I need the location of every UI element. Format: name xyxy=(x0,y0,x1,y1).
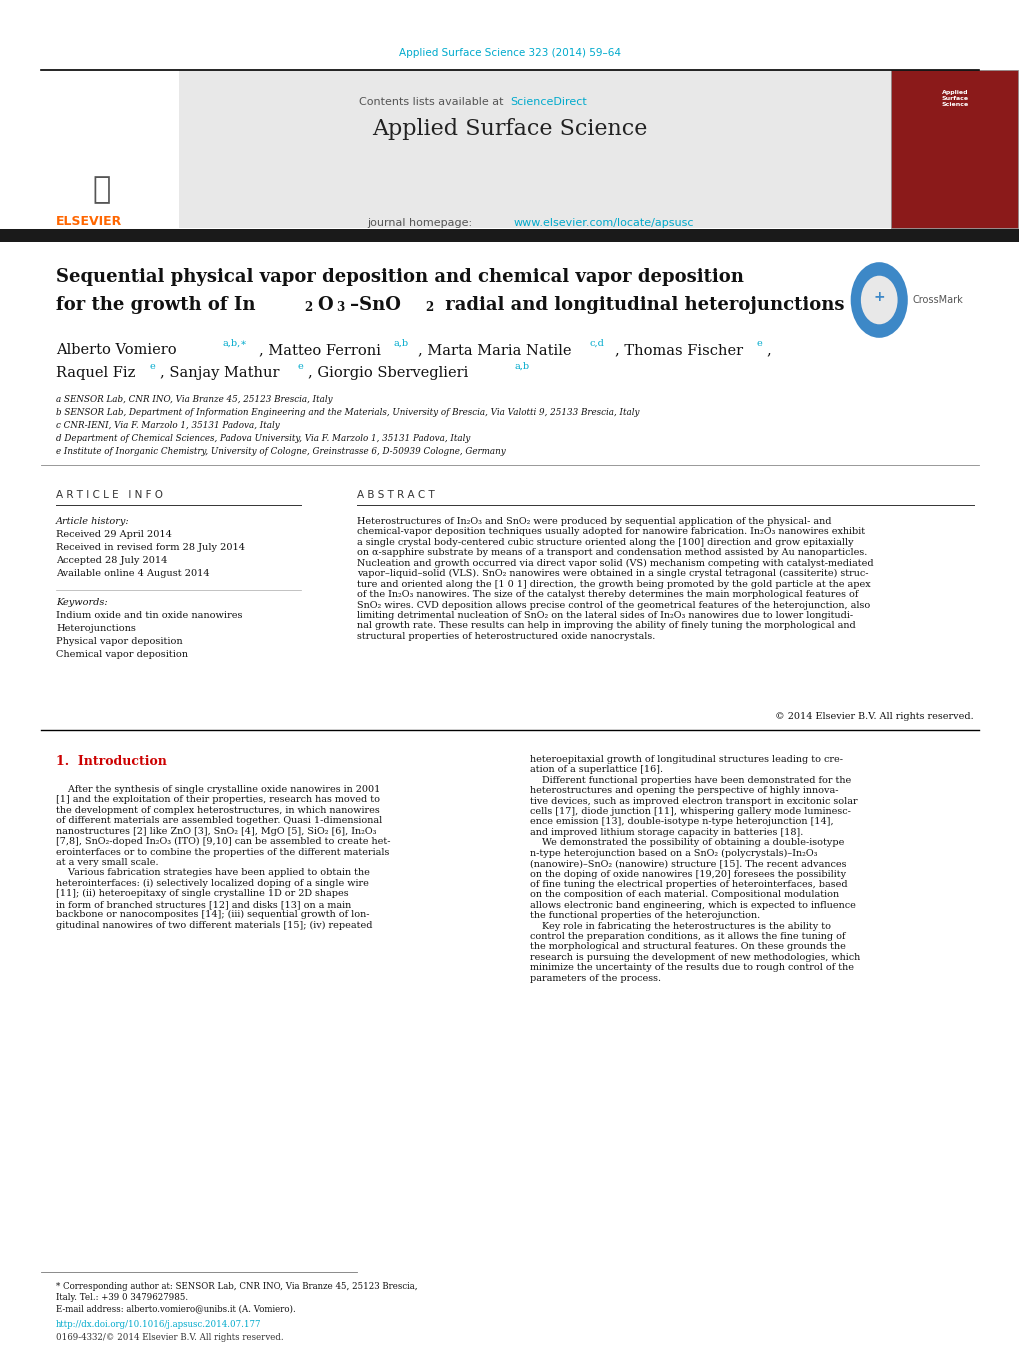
Text: Contents lists available at: Contents lists available at xyxy=(359,97,506,107)
Text: , Giorgio Sberveglieri: , Giorgio Sberveglieri xyxy=(308,366,468,380)
Circle shape xyxy=(860,276,897,324)
Text: ,: , xyxy=(765,343,770,357)
Text: a,b: a,b xyxy=(393,339,409,349)
Text: Applied
Surface
Science: Applied Surface Science xyxy=(941,91,967,107)
Text: E-mail address: alberto.vomiero@unibs.it (A. Vomiero).: E-mail address: alberto.vomiero@unibs.it… xyxy=(56,1304,296,1313)
Text: ELSEVIER: ELSEVIER xyxy=(56,215,122,228)
Text: CrossMark: CrossMark xyxy=(912,295,963,305)
Text: After the synthesis of single crystalline oxide nanowires in 2001
[1] and the ex: After the synthesis of single crystallin… xyxy=(56,785,390,929)
Text: a SENSOR Lab, CNR INO, Via Branze 45, 25123 Brescia, Italy: a SENSOR Lab, CNR INO, Via Branze 45, 25… xyxy=(56,394,332,404)
Text: b SENSOR Lab, Department of Information Engineering and the Materials, Universit: b SENSOR Lab, Department of Information … xyxy=(56,408,639,417)
Text: 0169-4332/© 2014 Elsevier B.V. All rights reserved.: 0169-4332/© 2014 Elsevier B.V. All right… xyxy=(56,1333,283,1342)
Text: Indium oxide and tin oxide nanowires: Indium oxide and tin oxide nanowires xyxy=(56,611,243,620)
Text: www.elsevier.com/locate/apsusc: www.elsevier.com/locate/apsusc xyxy=(513,218,693,228)
Text: , Marta Maria Natile: , Marta Maria Natile xyxy=(418,343,571,357)
Text: © 2014 Elsevier B.V. All rights reserved.: © 2014 Elsevier B.V. All rights reserved… xyxy=(774,712,973,721)
Text: c,d: c,d xyxy=(589,339,604,349)
Text: 1.  Introduction: 1. Introduction xyxy=(56,755,167,767)
Text: * Corresponding author at: SENSOR Lab, CNR INO, Via Branze 45, 25123 Brescia,: * Corresponding author at: SENSOR Lab, C… xyxy=(56,1282,418,1292)
Text: , Sanjay Mathur: , Sanjay Mathur xyxy=(160,366,279,380)
Text: Accepted 28 July 2014: Accepted 28 July 2014 xyxy=(56,557,167,565)
Text: a,b,∗: a,b,∗ xyxy=(222,339,247,349)
Bar xyxy=(41,70,915,228)
Text: Chemical vapor deposition: Chemical vapor deposition xyxy=(56,650,187,659)
Text: 2: 2 xyxy=(304,301,312,313)
Text: radial and longitudinal heterojunctions: radial and longitudinal heterojunctions xyxy=(438,296,844,313)
Text: Alberto Vomiero: Alberto Vomiero xyxy=(56,343,176,357)
Text: 🌿: 🌿 xyxy=(93,176,111,204)
Bar xyxy=(0,230,1019,242)
Text: 2: 2 xyxy=(425,301,433,313)
Text: e Institute of Inorganic Chemistry, University of Cologne, Greinstrasse 6, D-509: e Institute of Inorganic Chemistry, Univ… xyxy=(56,447,505,457)
Text: e: e xyxy=(150,362,156,372)
Text: Physical vapor deposition: Physical vapor deposition xyxy=(56,638,182,646)
Text: A R T I C L E   I N F O: A R T I C L E I N F O xyxy=(56,490,163,500)
Text: , Thomas Fischer: , Thomas Fischer xyxy=(614,343,743,357)
Text: 3: 3 xyxy=(336,301,344,313)
Text: Received 29 April 2014: Received 29 April 2014 xyxy=(56,530,172,539)
Text: A B S T R A C T: A B S T R A C T xyxy=(357,490,434,500)
Bar xyxy=(41,70,178,228)
Text: c CNR-IENI, Via F. Marzolo 1, 35131 Padova, Italy: c CNR-IENI, Via F. Marzolo 1, 35131 Pado… xyxy=(56,422,279,430)
Bar xyxy=(891,70,1017,228)
Text: e: e xyxy=(756,339,762,349)
Text: Received in revised form 28 July 2014: Received in revised form 28 July 2014 xyxy=(56,543,245,553)
Text: +: + xyxy=(872,290,884,304)
Text: Applied Surface Science 323 (2014) 59–64: Applied Surface Science 323 (2014) 59–64 xyxy=(398,49,621,58)
Text: d Department of Chemical Sciences, Padova University, Via F. Marzolo 1, 35131 Pa: d Department of Chemical Sciences, Padov… xyxy=(56,434,470,443)
Text: –SnO: –SnO xyxy=(350,296,400,313)
Text: Applied Surface Science: Applied Surface Science xyxy=(372,118,647,141)
Text: a,b: a,b xyxy=(514,362,529,372)
Text: Heterojunctions: Heterojunctions xyxy=(56,624,136,634)
Text: journal homepage:: journal homepage: xyxy=(367,218,475,228)
Text: Heterostructures of In₂O₃ and SnO₂ were produced by sequential application of th: Heterostructures of In₂O₃ and SnO₂ were … xyxy=(357,517,872,640)
Text: Sequential physical vapor deposition and chemical vapor deposition: Sequential physical vapor deposition and… xyxy=(56,267,743,286)
Circle shape xyxy=(850,262,907,338)
Text: Keywords:: Keywords: xyxy=(56,598,108,607)
Text: Italy. Tel.: +39 0 3479627985.: Italy. Tel.: +39 0 3479627985. xyxy=(56,1293,189,1302)
Text: O: O xyxy=(317,296,332,313)
Text: Available online 4 August 2014: Available online 4 August 2014 xyxy=(56,569,210,578)
Text: Article history:: Article history: xyxy=(56,517,129,526)
Text: , Matteo Ferroni: , Matteo Ferroni xyxy=(259,343,381,357)
Text: heteroepitaxial growth of longitudinal structures leading to cre-
ation of a sup: heteroepitaxial growth of longitudinal s… xyxy=(530,755,860,982)
Text: for the growth of In: for the growth of In xyxy=(56,296,256,313)
Text: http://dx.doi.org/10.1016/j.apsusc.2014.07.177: http://dx.doi.org/10.1016/j.apsusc.2014.… xyxy=(56,1320,261,1329)
Text: e: e xyxy=(298,362,304,372)
Text: Raquel Fiz: Raquel Fiz xyxy=(56,366,136,380)
Text: ScienceDirect: ScienceDirect xyxy=(510,97,586,107)
